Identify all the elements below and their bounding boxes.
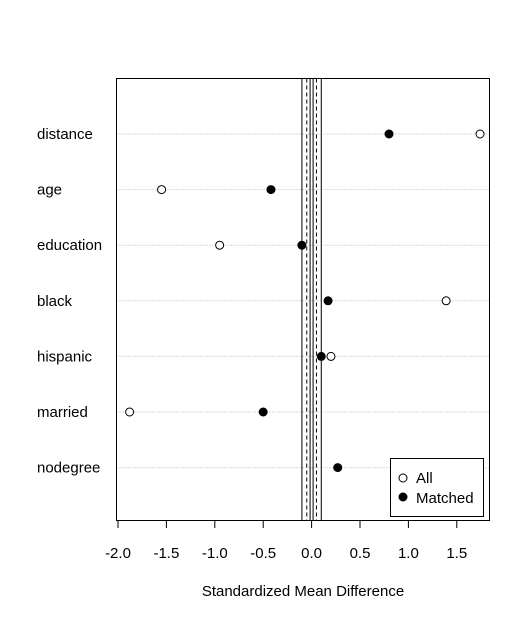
category-label-hispanic: hispanic [37, 348, 93, 365]
point-matched-nodegree [333, 463, 343, 473]
legend-marker-matched [398, 492, 408, 502]
point-matched-hispanic [316, 351, 326, 361]
point-all-hispanic [326, 351, 336, 361]
legend-box [390, 458, 484, 517]
category-label-distance: distance [37, 126, 93, 143]
x-tick-label: -0.5 [250, 545, 276, 562]
point-all-age [157, 185, 167, 195]
legend-marker-all [398, 473, 408, 483]
category-label-nodegree: nodegree [37, 460, 100, 477]
legend-label-all: All [416, 470, 433, 487]
point-all-married [125, 407, 135, 417]
point-matched-black [323, 296, 333, 306]
grid-lines [116, 133, 490, 469]
point-matched-age [266, 185, 276, 195]
point-all-distance [475, 129, 485, 139]
x-tick-label: 0.5 [350, 545, 371, 562]
reference-lines [301, 78, 322, 521]
category-label-black: black [37, 293, 73, 310]
plot-area-frame [116, 78, 490, 521]
x-tick-label: -1.0 [202, 545, 228, 562]
x-tick-label: 1.5 [446, 545, 467, 562]
point-matched-married [258, 407, 268, 417]
x-tick-label: 1.0 [398, 545, 419, 562]
x-tick-label: -1.5 [153, 545, 179, 562]
x-tick-label: -2.0 [105, 545, 131, 562]
point-matched-distance [384, 129, 394, 139]
category-labels: distance age education black hispanic married… [37, 126, 102, 477]
x-axis-label: Standardized Mean Difference [202, 583, 404, 600]
x-tick-label: 0.0 [301, 545, 322, 562]
x-axis: -2.0 -1.5 -1.0 -0.5 0.0 0.5 1.0 1.5 [105, 520, 467, 562]
point-all-education [215, 240, 225, 250]
point-matched-education [297, 240, 307, 250]
point-all-black [441, 296, 451, 306]
category-label-education: education [37, 237, 102, 254]
legend-label-matched: Matched [416, 490, 474, 507]
legend: All Matched [390, 458, 484, 517]
data-points [125, 129, 485, 473]
category-label-married: married [37, 404, 88, 421]
category-label-age: age [37, 182, 62, 199]
